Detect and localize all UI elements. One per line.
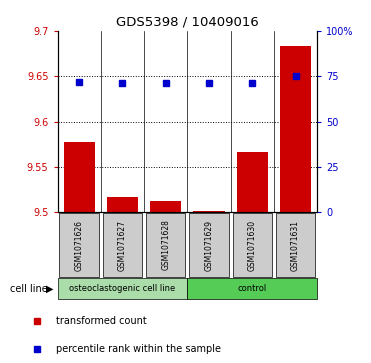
- FancyBboxPatch shape: [276, 213, 315, 277]
- FancyBboxPatch shape: [146, 213, 186, 277]
- Text: control: control: [238, 284, 267, 293]
- FancyBboxPatch shape: [103, 213, 142, 277]
- Text: osteoclastogenic cell line: osteoclastogenic cell line: [69, 284, 175, 293]
- FancyBboxPatch shape: [233, 213, 272, 277]
- Text: cell line: cell line: [10, 284, 48, 294]
- Text: GSM1071626: GSM1071626: [75, 220, 83, 270]
- Title: GDS5398 / 10409016: GDS5398 / 10409016: [116, 15, 259, 28]
- FancyBboxPatch shape: [58, 278, 187, 299]
- FancyBboxPatch shape: [59, 213, 99, 277]
- Text: ▶: ▶: [46, 284, 54, 294]
- FancyBboxPatch shape: [189, 213, 229, 277]
- Bar: [280, 46, 311, 212]
- Bar: [237, 151, 268, 212]
- Bar: [107, 197, 138, 212]
- Text: percentile rank within the sample: percentile rank within the sample: [56, 344, 221, 354]
- Text: GSM1071629: GSM1071629: [204, 220, 213, 270]
- Text: GSM1071630: GSM1071630: [248, 220, 257, 270]
- Text: GSM1071627: GSM1071627: [118, 220, 127, 270]
- Bar: [150, 200, 181, 212]
- Text: GSM1071628: GSM1071628: [161, 220, 170, 270]
- Text: transformed count: transformed count: [56, 316, 147, 326]
- Text: GSM1071631: GSM1071631: [291, 220, 300, 270]
- FancyBboxPatch shape: [187, 278, 317, 299]
- Bar: [63, 142, 95, 212]
